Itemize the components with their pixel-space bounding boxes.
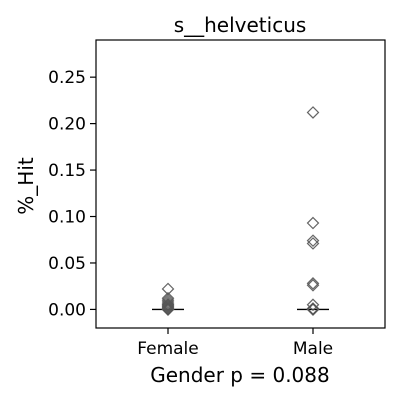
data-point [161,297,175,311]
data-point [306,237,320,250]
y-tick-label: 0.20 [48,115,86,135]
data-point [306,302,320,315]
y-axis-label: %_Hit [14,157,38,215]
data-point [161,302,175,315]
data-point [161,295,175,309]
y-tick-label: 0.00 [48,300,86,320]
data-point [161,301,175,314]
data-point [306,303,320,316]
data-point [161,293,175,307]
data-point [161,299,175,313]
plot-frame [95,39,386,329]
data-point [306,298,320,312]
x-tick-label: Female [137,339,198,359]
plot-area: 0.00 0.05 0.10 0.15 0.20 0.25 Female Male [48,39,386,359]
data-point [161,303,175,316]
x-tick-label: Male [293,339,333,359]
chart-title: s__helveticus [174,13,307,37]
data-point [306,277,320,290]
y-tick-label: 0.10 [48,208,86,228]
y-tick-label: 0.05 [48,254,86,274]
data-point [161,300,175,313]
y-tick-label: 0.25 [48,68,86,88]
y-tick-label: 0.15 [48,161,86,181]
data-point [306,278,320,292]
data-point [161,298,175,312]
data-point [306,234,320,248]
data-point [306,106,320,119]
data-point [306,216,320,230]
x-axis-label: Gender p = 0.088 [150,363,329,387]
